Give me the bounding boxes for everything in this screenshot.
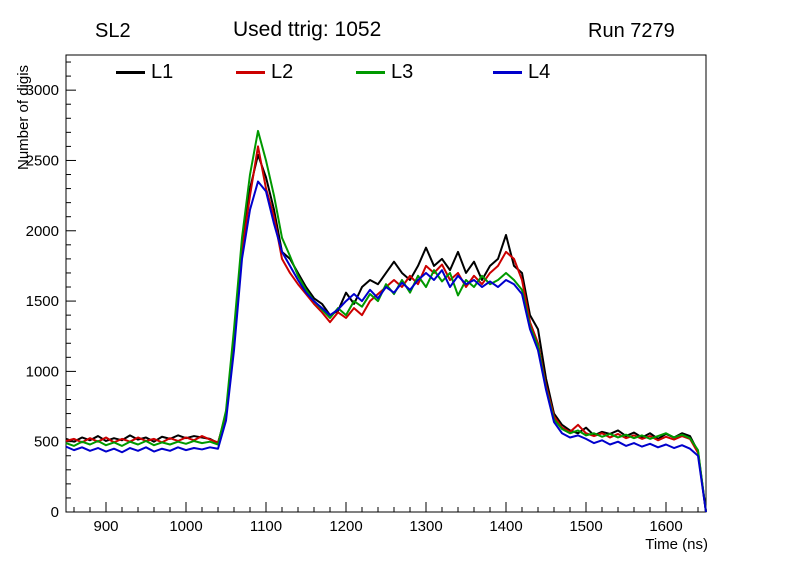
legend-label: L1 <box>151 61 174 83</box>
x-tick-label: 1100 <box>250 518 282 535</box>
legend-label: L2 <box>271 61 294 83</box>
y-tick-label: 500 <box>34 434 59 451</box>
y-tick-label: 2500 <box>26 152 59 169</box>
series-line-L3 <box>65 129 707 513</box>
axes: 900 1000 1100 1200 1300 1400 1500 1600 0 500 1000 1… <box>26 61 699 535</box>
legend-entry-L3: L3 <box>356 60 413 84</box>
x-axis-title: Time (ns) <box>645 536 708 553</box>
legend-line-sample <box>116 70 145 74</box>
y-tick-label: 3000 <box>26 82 59 99</box>
series-line-L1 <box>65 153 707 513</box>
plot-title-left: SL2 <box>95 20 131 42</box>
y-tick-label: 2000 <box>26 223 59 240</box>
legend-entry-L4: L4 <box>493 60 550 84</box>
series-line-L4 <box>65 180 707 513</box>
legend-label: L3 <box>391 61 414 83</box>
legend-line-sample <box>236 70 265 74</box>
legend-entry-L2: L2 <box>236 60 293 84</box>
x-tick-label: 900 <box>93 518 118 535</box>
plot-title-right: Run 7279 <box>588 20 675 42</box>
x-tick-label: 1000 <box>169 518 202 535</box>
x-tick-label: 1400 <box>489 518 522 535</box>
legend-line-sample <box>493 70 522 74</box>
legend-label: L4 <box>528 61 551 83</box>
x-tick-label: 1200 <box>329 518 362 535</box>
y-tick-label: 1000 <box>26 363 59 380</box>
legend-entry-L1: L1 <box>116 60 173 84</box>
series-line-L2 <box>65 145 707 513</box>
x-tick-label: 1600 <box>649 518 682 535</box>
legend-line-sample <box>356 70 385 74</box>
y-tick-label: 1500 <box>26 293 59 310</box>
plot-title-center: Used ttrig: 1052 <box>233 18 382 41</box>
x-tick-label: 1500 <box>569 518 602 535</box>
y-tick-label: 0 <box>51 504 59 521</box>
plot-frame <box>65 54 707 513</box>
x-tick-label: 1300 <box>409 518 442 535</box>
